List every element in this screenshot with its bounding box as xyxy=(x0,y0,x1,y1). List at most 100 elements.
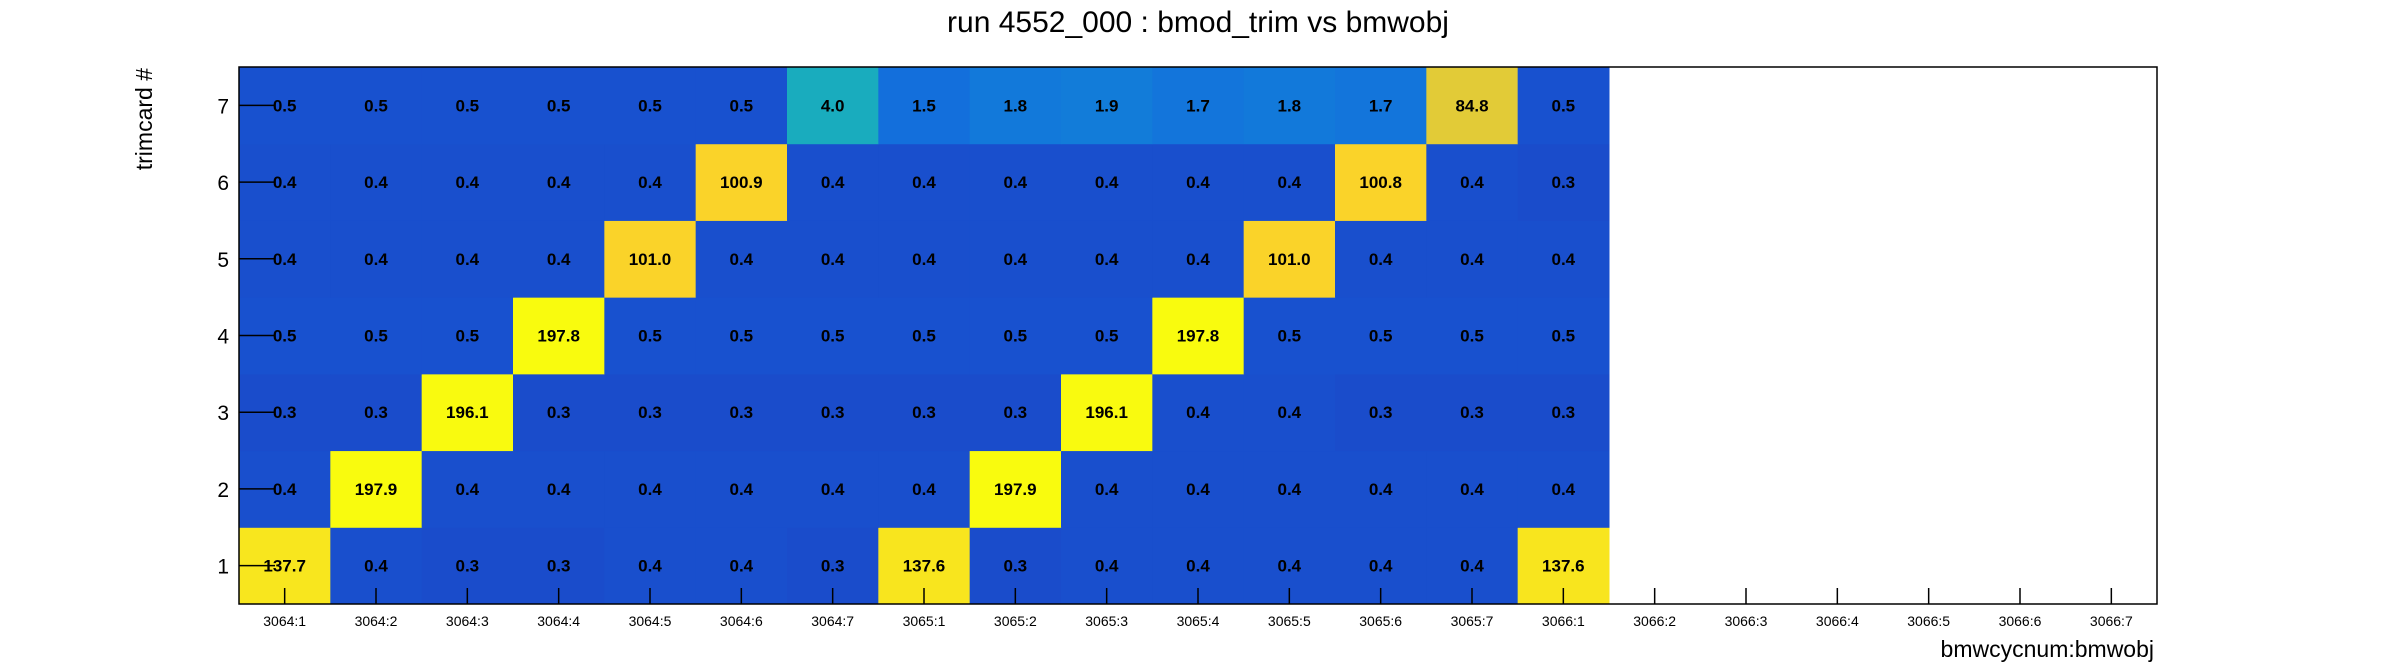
cell-value-label: 0.3 xyxy=(638,403,662,422)
heatmap-cell xyxy=(1152,297,1245,375)
heatmap-cell xyxy=(1061,297,1153,375)
heatmap-cell xyxy=(421,143,514,221)
cell-value-label: 0.4 xyxy=(1186,403,1210,422)
heatmap-cell xyxy=(1243,143,1336,221)
heatmap-cell xyxy=(421,373,514,452)
cell-value-label: 0.4 xyxy=(912,173,936,192)
heatmap-cell xyxy=(421,297,514,375)
heatmap-cell xyxy=(604,143,697,221)
heatmap-cell xyxy=(1152,373,1245,452)
cell-value-label: 0.4 xyxy=(1004,173,1028,192)
cell-value-label: 1.7 xyxy=(1369,96,1393,115)
heatmap-cell xyxy=(1335,450,1427,528)
heatmap-cell xyxy=(1517,67,1610,145)
x-tick-label: 3066:6 xyxy=(1999,613,2042,629)
cell-value-label: 0.4 xyxy=(364,173,388,192)
cell-value-label: 0.4 xyxy=(273,173,297,192)
cell-value-label: 0.4 xyxy=(1186,250,1210,269)
heatmap-cell xyxy=(1335,143,1427,221)
x-tick-label: 3064:4 xyxy=(537,613,580,629)
cell-value-label: 0.4 xyxy=(1278,557,1302,576)
heatmap-cell xyxy=(1152,220,1245,298)
chart-title: run 4552_000 : bmod_trim vs bmwobj xyxy=(947,6,1449,39)
cell-value-label: 0.5 xyxy=(638,327,662,346)
cell-value-label: 0.5 xyxy=(364,96,388,115)
x-tick-label: 3064:3 xyxy=(446,613,489,629)
heatmap-cell xyxy=(695,67,788,145)
cell-value-label: 0.3 xyxy=(547,557,571,576)
x-tick-label: 3065:5 xyxy=(1268,613,1311,629)
heatmap-cell xyxy=(1426,450,1519,528)
heatmap-cell xyxy=(787,220,879,298)
heatmap-cell xyxy=(513,297,605,375)
heatmap-cell xyxy=(513,220,605,298)
heatmap-cell xyxy=(330,373,423,452)
y-tick-label: 6 xyxy=(217,172,229,195)
cell-value-label: 0.4 xyxy=(1369,557,1393,576)
heatmap-cell xyxy=(1335,67,1427,145)
cell-value-label: 1.8 xyxy=(1278,96,1302,115)
heatmap-cell xyxy=(513,67,605,145)
heatmap-cell xyxy=(421,220,514,298)
x-tick-label: 3066:2 xyxy=(1633,613,1676,629)
heatmap-cell xyxy=(695,297,788,375)
heatmap-cell xyxy=(604,373,697,452)
cell-value-label: 0.5 xyxy=(730,327,754,346)
heatmap-cell xyxy=(1517,373,1610,452)
heatmap-cell xyxy=(878,373,971,452)
cell-value-label: 0.3 xyxy=(1004,403,1028,422)
cell-labels: 137.7 0.4 0.3 0.3 0.4 0.4 0.3 137.6 0.3 0.4 0.4 0.4… xyxy=(263,96,1584,575)
cell-value-label: 0.4 xyxy=(821,480,845,499)
y-tick-label: 7 xyxy=(217,95,229,118)
cell-value-label: 0.5 xyxy=(364,327,388,346)
heatmap-cell xyxy=(1335,297,1427,375)
x-tick-label: 3064:7 xyxy=(811,613,854,629)
cell-value-label: 196.1 xyxy=(446,403,489,422)
cell-value-label: 0.4 xyxy=(821,250,845,269)
cell-value-label: 101.0 xyxy=(629,250,672,269)
x-tick-label: 3065:6 xyxy=(1359,613,1402,629)
cell-value-label: 0.4 xyxy=(1278,403,1302,422)
cell-value-label: 197.9 xyxy=(994,480,1037,499)
cell-value-label: 0.3 xyxy=(273,403,297,422)
heatmap-cell xyxy=(969,220,1062,298)
heatmap-cell xyxy=(513,143,605,221)
cell-value-label: 0.5 xyxy=(638,96,662,115)
cell-value-label: 0.4 xyxy=(547,173,571,192)
heatmap-cell xyxy=(1243,450,1336,528)
heatmap-cell xyxy=(695,220,788,298)
cell-value-label: 0.3 xyxy=(1369,403,1393,422)
heatmap-cell xyxy=(1243,297,1336,375)
cell-value-label: 0.4 xyxy=(1186,480,1210,499)
y-tick-label: 5 xyxy=(217,249,229,272)
heatmap-cell xyxy=(1335,220,1427,298)
cell-value-label: 0.3 xyxy=(1552,403,1576,422)
cell-value-label: 137.7 xyxy=(263,557,306,576)
heatmap-cell xyxy=(1517,220,1610,298)
cell-value-label: 0.4 xyxy=(1095,480,1119,499)
heatmap-cell xyxy=(1061,143,1153,221)
heatmap-cell xyxy=(1426,143,1519,221)
cell-value-label: 0.4 xyxy=(1278,480,1302,499)
cell-value-label: 0.4 xyxy=(273,250,297,269)
heatmap-cell xyxy=(878,67,971,145)
cell-value-label: 0.4 xyxy=(1095,557,1119,576)
cell-value-label: 0.5 xyxy=(1460,327,1484,346)
cell-value-label: 197.9 xyxy=(355,480,398,499)
cell-value-label: 196.1 xyxy=(1085,403,1128,422)
cell-value-label: 0.3 xyxy=(821,557,845,576)
cell-value-label: 0.4 xyxy=(730,250,754,269)
x-tick-label: 3064:6 xyxy=(720,613,763,629)
heatmap-cell xyxy=(969,450,1062,528)
cell-value-label: 0.4 xyxy=(547,250,571,269)
x-tick-label: 3065:3 xyxy=(1085,613,1128,629)
cell-value-label: 0.5 xyxy=(730,96,754,115)
cell-value-label: 0.4 xyxy=(638,480,662,499)
x-tick-label: 3066:3 xyxy=(1725,613,1768,629)
cell-value-label: 0.5 xyxy=(1278,327,1302,346)
cell-value-label: 0.4 xyxy=(1460,250,1484,269)
cell-value-label: 0.4 xyxy=(730,480,754,499)
heatmap-cell xyxy=(604,450,697,528)
heatmap-cell xyxy=(787,297,879,375)
heatmap-cell xyxy=(878,450,971,528)
